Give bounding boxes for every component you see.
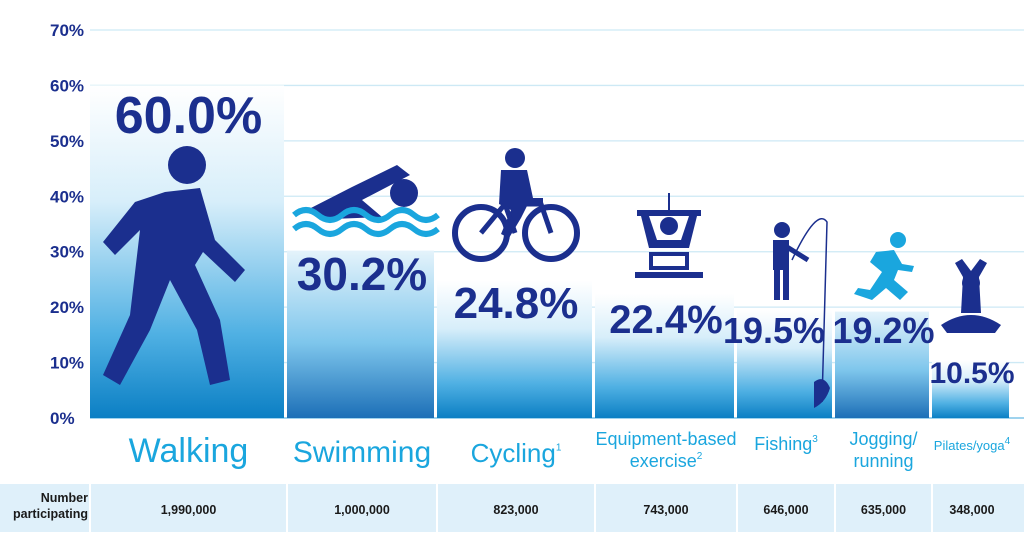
running-icon xyxy=(854,232,914,300)
footnote-marker: 1 xyxy=(556,442,562,453)
footnote-marker: 3 xyxy=(812,434,818,445)
fishing-icon xyxy=(773,217,830,408)
data-label: 10.5% xyxy=(929,357,1014,390)
bar-pilates-yoga xyxy=(932,359,1009,418)
y-tick-label: 20% xyxy=(50,298,84,317)
participation-count: 646,000 xyxy=(763,503,808,517)
category-label: running xyxy=(853,451,913,471)
category-label: Equipment-based xyxy=(595,429,736,449)
participation-band xyxy=(0,484,1024,532)
data-label: 24.8% xyxy=(454,279,579,328)
bar-swimming xyxy=(287,250,434,418)
cycling-icon xyxy=(452,148,580,262)
category-label: Walking xyxy=(129,432,249,470)
participation-count: 743,000 xyxy=(643,503,688,517)
y-tick-label: 70% xyxy=(50,21,84,40)
y-tick-label: 40% xyxy=(50,187,84,206)
bar-jogging-running xyxy=(835,311,929,418)
y-axis: 0% 10% 20% 30% 40% 50% 60% 70% xyxy=(50,21,84,428)
weightlifting-icon xyxy=(635,193,703,278)
participation-count: 1,000,000 xyxy=(334,503,390,517)
activity-icons xyxy=(103,146,1001,408)
yoga-icon xyxy=(941,259,1001,333)
category-label: Pilates/yoga4 xyxy=(934,436,1011,453)
category-label: Jogging/ xyxy=(849,429,917,449)
category-label: Swimming xyxy=(293,436,431,469)
category-label: exercise2 xyxy=(630,451,703,471)
bar-cycling xyxy=(437,280,592,418)
data-label: 60.0% xyxy=(115,87,262,145)
data-label: 19.2% xyxy=(832,310,934,351)
y-tick-label: 30% xyxy=(50,243,84,262)
y-tick-label: 50% xyxy=(50,132,84,151)
participation-count: 823,000 xyxy=(493,503,538,517)
value-labels: 60.0% 30.2% 24.8% 22.4% 19.5% 19.2% 10.5% xyxy=(115,87,1015,390)
category-labels: Walking Swimming Cycling1 Equipment-basedex… xyxy=(129,429,1011,471)
data-label: 30.2% xyxy=(297,248,427,300)
data-label: 19.5% xyxy=(723,310,825,351)
row-header: Number xyxy=(41,491,88,505)
swimming-icon xyxy=(292,165,440,237)
row-header: participating xyxy=(13,507,88,521)
walking-icon xyxy=(103,146,245,385)
data-label: 22.4% xyxy=(609,298,722,342)
footnote-marker: 2 xyxy=(697,451,703,462)
footnote-marker: 4 xyxy=(1005,436,1011,447)
y-tick-label: 0% xyxy=(50,409,75,428)
category-label: Fishing3 xyxy=(754,434,818,454)
participation-row: Number participating 1,990,000 1,000,000 823… xyxy=(0,484,1024,532)
y-tick-label: 60% xyxy=(50,76,84,95)
y-tick-label: 10% xyxy=(50,354,84,373)
participation-count: 348,000 xyxy=(949,503,994,517)
bar-equipment-based-exercise xyxy=(595,293,734,418)
category-label: Cycling1 xyxy=(471,438,562,468)
participation-count: 1,990,000 xyxy=(161,503,217,517)
participation-count: 635,000 xyxy=(861,503,906,517)
